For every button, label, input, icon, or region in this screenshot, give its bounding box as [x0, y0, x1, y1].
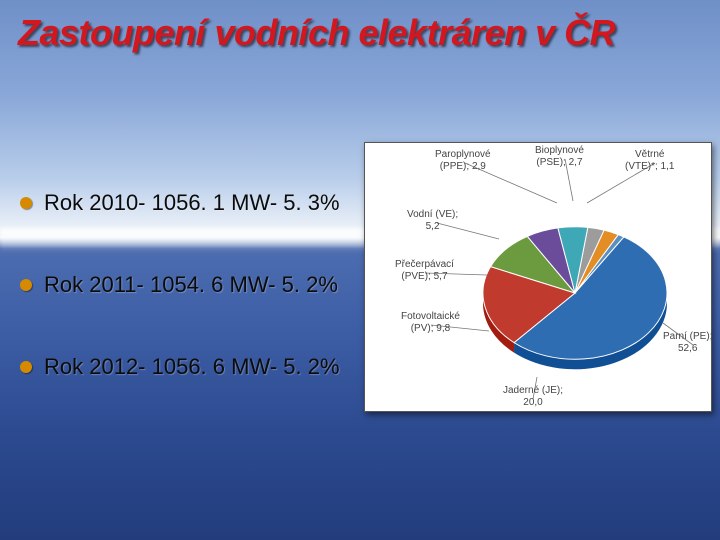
pie-slice-label: Jaderné (JE);20,0: [503, 385, 563, 408]
list-item: Rok 2012- 1056. 6 MW- 5. 2%: [20, 354, 340, 380]
pie-slice-label: Parní (PE);52,6: [663, 331, 712, 354]
pie-slice-label: Bioplynové(PSE); 2,7: [535, 145, 584, 168]
pie-slice-label: Fotovoltaické(PV); 9,8: [401, 311, 460, 334]
bullet-text: Rok 2010- 1056. 1 MW- 5. 3%: [44, 190, 340, 216]
bullet-list: Rok 2010- 1056. 1 MW- 5. 3% Rok 2011- 10…: [20, 190, 340, 436]
pie-slice-label: Vodní (VE);5,2: [407, 209, 458, 232]
slide: Zastoupení vodních elektráren v ČR Rok 2…: [0, 0, 720, 540]
pie-slice-label: Paroplynové(PPE); 2,9: [435, 149, 491, 172]
pie-chart: Paroplynové(PPE); 2,9 Bioplynové(PSE); 2,…: [364, 142, 712, 412]
list-item: Rok 2011- 1054. 6 MW- 5. 2%: [20, 272, 340, 298]
bullet-dot-icon: [20, 197, 32, 209]
bullet-text: Rok 2011- 1054. 6 MW- 5. 2%: [44, 272, 338, 298]
pie-slice-label: Přečerpávací(PVE); 5,7: [395, 259, 454, 282]
slide-title: Zastoupení vodních elektráren v ČR: [18, 12, 708, 54]
pie-slice-label: Větrné(VTE)*; 1,1: [625, 149, 674, 172]
bullet-dot-icon: [20, 279, 32, 291]
bullet-text: Rok 2012- 1056. 6 MW- 5. 2%: [44, 354, 340, 380]
list-item: Rok 2010- 1056. 1 MW- 5. 3%: [20, 190, 340, 216]
bullet-dot-icon: [20, 361, 32, 373]
